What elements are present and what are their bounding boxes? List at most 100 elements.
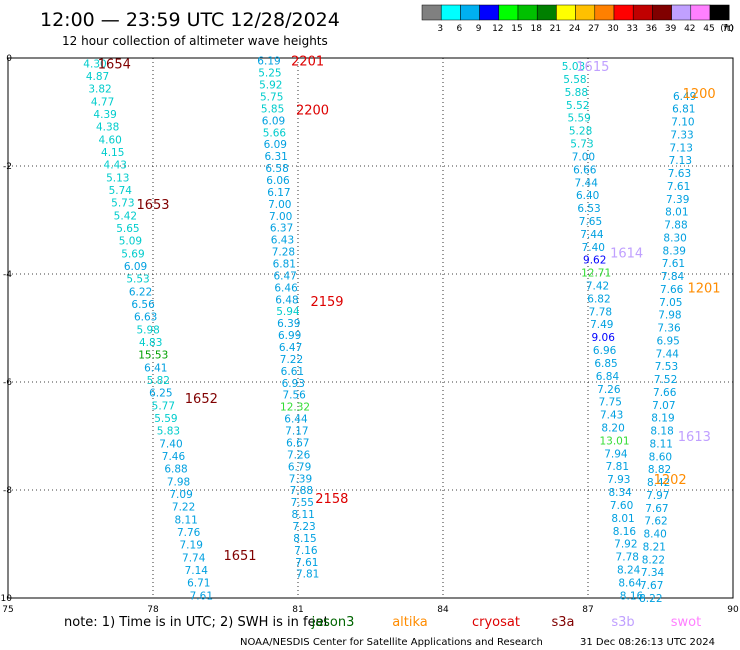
scale-label: 36 xyxy=(646,24,658,34)
data-point-label: 8.01 xyxy=(611,513,634,525)
data-point-label: 7.98 xyxy=(167,476,190,488)
data-point-label: 7.62 xyxy=(644,516,667,528)
data-point-label: 7.13 xyxy=(670,142,693,154)
data-point-label: 5.77 xyxy=(152,400,175,412)
data-point-label: 7.39 xyxy=(666,194,689,206)
data-point-label: 6.82 xyxy=(587,293,610,305)
scale-label: 21 xyxy=(550,24,561,34)
data-point-label: 7.66 xyxy=(660,284,684,296)
scale-label: 33 xyxy=(626,24,637,34)
scale-swatch xyxy=(421,4,442,21)
data-point-label: 7.13 xyxy=(669,155,692,167)
data-point-label: 6.40 xyxy=(576,190,599,202)
data-point-label: 6.58 xyxy=(265,163,288,175)
data-point-label: 6.09 xyxy=(262,115,285,127)
data-point-label: 7.43 xyxy=(600,410,623,422)
data-point-label: 5.25 xyxy=(258,68,281,80)
data-point-label: 8.11 xyxy=(650,438,673,450)
data-point-label: 7.23 xyxy=(292,521,315,533)
scale-swatch xyxy=(536,4,557,21)
x-tick-label: 81 xyxy=(292,605,303,615)
data-point-label: 6.93 xyxy=(282,378,305,390)
data-point-label: 7.10 xyxy=(671,117,694,129)
data-point-label: 5.65 xyxy=(116,223,139,235)
data-point-label: 7.84 xyxy=(661,271,685,283)
data-point-label: 5.73 xyxy=(111,198,134,210)
data-point-label: 6.95 xyxy=(656,335,679,347)
data-point-label: 8.21 xyxy=(643,541,666,553)
data-point-label: 8.30 xyxy=(663,232,686,244)
data-point-label: 5.69 xyxy=(121,248,144,260)
data-point-label: 6.71 xyxy=(187,578,210,590)
data-point-label: 9.62 xyxy=(583,255,606,267)
data-point-label: 7.66 xyxy=(653,387,677,399)
data-point-label: 6.06 xyxy=(266,175,290,187)
data-point-label: 6.47 xyxy=(273,270,296,282)
data-point-label: 5.92 xyxy=(259,80,282,92)
data-point-label: 7.00 xyxy=(268,199,291,211)
data-point-label: 7.00 xyxy=(572,151,595,163)
scale-swatch xyxy=(652,4,672,21)
y-tick-label: -10 xyxy=(0,594,12,604)
scale-swatch xyxy=(498,4,519,21)
data-point-label: 7.40 xyxy=(582,242,605,254)
data-point-label: 8.16 xyxy=(620,590,644,602)
data-point-label: 6.17 xyxy=(267,187,290,199)
scale-label: 9 xyxy=(476,24,482,34)
data-point-label: 8.18 xyxy=(650,426,673,438)
x-tick-label: 84 xyxy=(437,605,449,615)
data-point-label: 7.52 xyxy=(654,374,677,386)
data-point-label: 6.09 xyxy=(124,261,147,273)
time-label: 2201 xyxy=(291,55,324,70)
x-tick-label: 78 xyxy=(147,605,159,615)
data-point-label: 4.39 xyxy=(93,109,116,121)
time-label: 1615 xyxy=(576,60,609,75)
data-point-label: 5.82 xyxy=(147,375,170,387)
data-point-label: 7.53 xyxy=(655,361,678,373)
data-point-label: 5.28 xyxy=(569,126,592,138)
scale-swatch xyxy=(575,4,596,21)
data-point-label: 12.71 xyxy=(581,268,611,280)
data-point-label: 8.60 xyxy=(649,451,672,463)
time-label: 1202 xyxy=(654,473,687,488)
scale-label: 18 xyxy=(530,24,542,34)
data-point-label: 6.44 xyxy=(284,414,308,426)
time-label: 1653 xyxy=(136,198,169,213)
data-point-label: 6.47 xyxy=(279,342,302,354)
scale-label: 27 xyxy=(588,24,599,34)
data-point-label: 7.09 xyxy=(169,489,192,501)
data-point-label: 4.43 xyxy=(104,160,127,172)
data-point-label: 7.61 xyxy=(190,590,213,602)
data-point-label: 6.81 xyxy=(273,259,296,271)
data-point-label: 3.82 xyxy=(88,84,111,96)
data-point-label: 4.38 xyxy=(96,122,119,134)
scale-swatch xyxy=(613,4,634,21)
data-point-label: 5.88 xyxy=(565,87,588,99)
data-point-label: 4.30 xyxy=(83,58,106,70)
data-point-label: 7.78 xyxy=(589,306,612,318)
data-point-label: 8.82 xyxy=(648,464,671,476)
data-point-label: 6.61 xyxy=(281,366,304,378)
scale-swatch xyxy=(594,4,615,21)
mission-label: swot xyxy=(671,615,701,630)
data-point-label: 7.34 xyxy=(641,567,665,579)
scale-swatch xyxy=(517,4,538,21)
scale-swatch xyxy=(690,4,711,21)
time-label: 1200 xyxy=(683,87,716,102)
data-point-label: 5.66 xyxy=(263,127,287,139)
data-point-label: 6.79 xyxy=(288,461,311,473)
time-label: 1651 xyxy=(223,549,256,564)
time-label: 1613 xyxy=(678,430,711,445)
data-point-label: 7.63 xyxy=(668,168,691,180)
scale-swatch xyxy=(440,4,461,21)
data-point-label: 6.39 xyxy=(277,318,300,330)
data-point-label: 7.46 xyxy=(162,451,186,463)
data-point-label: 8.34 xyxy=(608,487,632,499)
data-point-label: 7.65 xyxy=(579,216,602,228)
data-point-label: 7.19 xyxy=(180,540,203,552)
data-point-label: 13.01 xyxy=(599,435,629,447)
data-point-label: 7.78 xyxy=(616,552,639,564)
scale-label: 24 xyxy=(569,24,581,34)
